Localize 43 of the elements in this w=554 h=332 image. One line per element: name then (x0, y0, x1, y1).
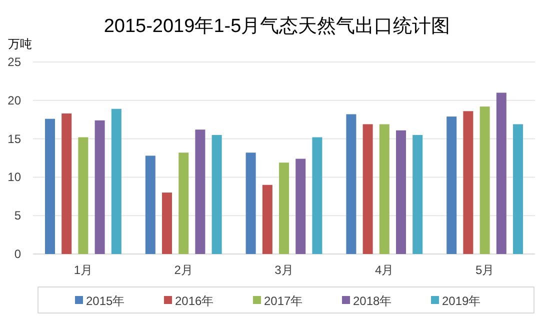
bar (45, 118, 55, 254)
chart-title: 2015-2019年1-5月气态天然气出口统计图 (104, 16, 450, 37)
bar (246, 152, 256, 254)
bar (496, 92, 506, 254)
bar (379, 124, 390, 254)
bar (362, 124, 373, 254)
y-tick-label: 5 (14, 208, 22, 223)
x-tick-label: 1月 (74, 263, 93, 277)
bar (480, 106, 490, 254)
legend-label: 2017年 (264, 294, 303, 308)
bar (262, 184, 272, 254)
bar (162, 192, 172, 254)
legend-label: 2016年 (175, 294, 214, 308)
y-tick-label: 20 (8, 93, 22, 108)
x-tick-label: 5月 (475, 263, 494, 277)
bar (446, 116, 457, 254)
bar (178, 152, 189, 254)
bar (195, 130, 206, 254)
bar (145, 156, 156, 254)
bar (312, 137, 322, 254)
legend-label: 2018年 (353, 294, 392, 308)
y-axis-title: 万吨 (8, 37, 32, 51)
bar (346, 114, 356, 254)
x-tick-label: 2月 (174, 263, 193, 277)
bar (412, 134, 423, 254)
y-tick-label: 10 (8, 170, 22, 184)
bar (111, 108, 122, 254)
y-tick-label: 15 (8, 132, 22, 146)
bar (94, 120, 105, 254)
bar (78, 137, 88, 254)
bar (463, 111, 474, 254)
bar (513, 124, 523, 254)
x-tick-label: 4月 (375, 263, 394, 277)
bar (296, 158, 306, 254)
bar (396, 130, 406, 254)
bar (212, 134, 222, 254)
legend-label: 2019年 (442, 294, 481, 308)
y-tick-label: 25 (8, 55, 22, 69)
bar (279, 162, 289, 254)
x-tick-label: 3月 (274, 263, 294, 277)
legend-label: 2015年 (86, 294, 125, 308)
bar (62, 113, 72, 254)
y-tick-label: 0 (14, 247, 22, 261)
